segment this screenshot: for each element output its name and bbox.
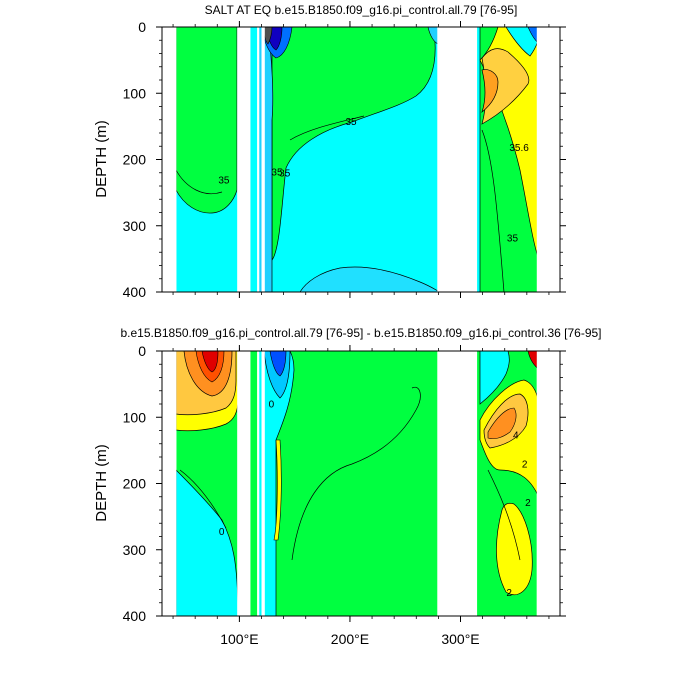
y-axis-label: DEPTH (m) [93, 444, 110, 522]
contour-region-pos5-west [201, 351, 219, 373]
contour-line-0-center [291, 386, 421, 561]
contour-region-neg-center [257, 351, 295, 616]
y-axis-label: DEPTH (m) [93, 120, 110, 198]
chart-title: b.e15.B1850.f09_g16.pi_control.all.79 [7… [120, 326, 601, 340]
land-strip [261, 27, 265, 292]
y-tick-label: 100 [123, 85, 147, 101]
contour-region-green-west [175, 27, 238, 214]
contour-label: 35 [279, 169, 291, 180]
land-strip [257, 27, 260, 292]
contour-line-0-west [179, 469, 227, 529]
land-strip [437, 27, 478, 292]
y-tick-label: 300 [123, 542, 147, 558]
contour-label: 2 [522, 460, 528, 471]
land-strip [237, 27, 251, 292]
contour-label: 35 [218, 175, 230, 186]
y-tick-label: 400 [123, 284, 147, 300]
land-strip [162, 27, 177, 292]
contour-region-neg3-center [269, 351, 287, 377]
contour-region-neg-east [479, 351, 510, 405]
x-tick-label: 200°E [331, 631, 369, 647]
contour-line-35-center [289, 115, 365, 141]
contour-region-green-center [271, 27, 436, 262]
y-tick-label: 200 [123, 476, 147, 492]
y-tick-label: 200 [123, 152, 147, 168]
land-strip [162, 351, 177, 616]
land-strip [237, 351, 251, 616]
contour-label: 35.6 [509, 143, 529, 154]
y-tick-label: 0 [138, 343, 146, 359]
x-tick-label: 100°E [220, 631, 258, 647]
land-strip [257, 351, 260, 616]
contour-label: 2 [525, 498, 531, 509]
contour-field [162, 27, 560, 292]
y-tick-label: 0 [138, 19, 146, 35]
contour-label: 0 [269, 399, 275, 410]
contour-label: 4 [513, 430, 519, 441]
contour-labels: 0 0 4 2 2 2 [219, 399, 531, 599]
y-tick-label: 300 [123, 218, 147, 234]
y-ticks: 0 100 200 300 400 [123, 19, 566, 300]
contour-label: 2 [506, 588, 512, 599]
contour-label: 0 [219, 527, 225, 538]
contour-line-2-east [487, 469, 521, 561]
contour-region-pos-east-deep [496, 502, 533, 596]
x-ticks [172, 21, 550, 298]
contour-field [162, 351, 560, 616]
contour-region-pos-center-thin [273, 439, 282, 541]
land-strip [536, 27, 560, 292]
contour-region-coastal-fresh [257, 27, 274, 292]
land-mask [162, 351, 560, 616]
x-ticks: 100°E 200°E 300°E [172, 345, 550, 647]
contour-region-deep [299, 266, 441, 292]
contour-region-hot-east [481, 69, 499, 114]
contour-label: 35 [345, 117, 357, 128]
land-strip [437, 351, 478, 616]
contour-region-pos3-east [487, 407, 517, 440]
contour-label: 35 [271, 167, 283, 178]
contour-line-35-west [175, 169, 223, 194]
land-strip [261, 351, 265, 616]
y-tick-label: 100 [123, 409, 147, 425]
y-tick-label: 400 [123, 608, 147, 624]
land-strip [536, 351, 560, 616]
contour-label: 35 [507, 234, 519, 245]
salinity-panel: SALT AT EQ b.e15.B1850.f09_g16.pi_contro… [93, 3, 566, 300]
chart-title: SALT AT EQ b.e15.B1850.f09_g16.pi_contro… [205, 3, 518, 17]
land-mask [162, 27, 560, 292]
contour-line-35-east [481, 129, 505, 292]
x-tick-label: 300°E [441, 631, 479, 647]
difference-panel: b.e15.B1850.f09_g16.pi_control.all.79 [7… [93, 326, 602, 647]
